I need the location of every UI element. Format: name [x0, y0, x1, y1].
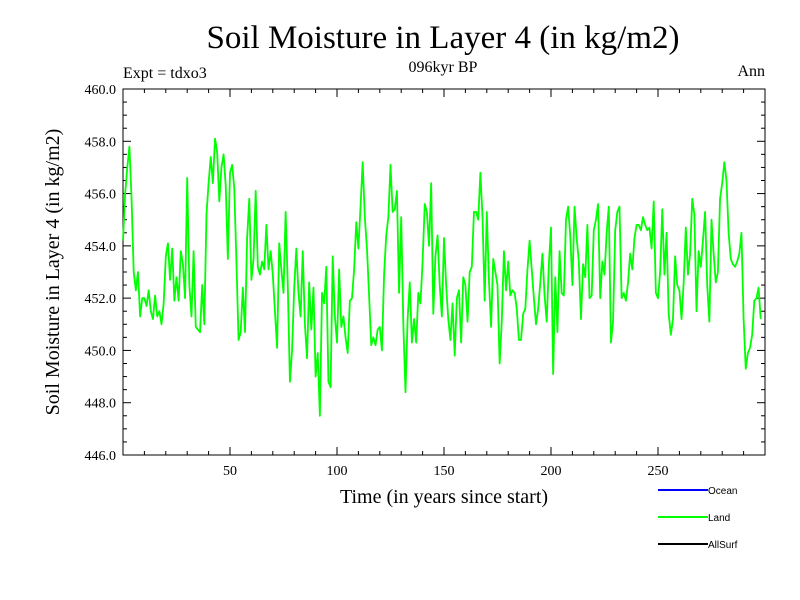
y-tick-label: 448.0 [85, 397, 117, 412]
x-axis-tick-labels: 50 100 150 200 250 [223, 464, 669, 479]
x-tick-label: 200 [541, 464, 562, 479]
chart-title: Soil Moisture in Layer 4 (in kg/m2) [207, 20, 680, 56]
series-layer [122, 137, 762, 417]
y-tick-label: 446.0 [85, 449, 117, 464]
y-tick-label: 460.0 [85, 83, 117, 98]
y-tick-label: 458.0 [85, 135, 117, 150]
legend-item-land: Land [658, 513, 730, 524]
x-tick-label: 250 [648, 464, 669, 479]
legend-item-ocean: Ocean [658, 486, 737, 497]
legend-label-land: Land [708, 513, 730, 524]
legend-label-allsurf: AllSurf [708, 540, 738, 551]
legend-item-allsurf: AllSurf [658, 540, 738, 551]
series-line-land [122, 137, 762, 417]
period-label: Ann [737, 63, 765, 80]
experiment-label: Expt = tdxo3 [123, 65, 207, 82]
legend-label-ocean: Ocean [708, 486, 737, 497]
plot-frame [122, 88, 766, 456]
chart-subtitle: 096kyr BP [409, 59, 478, 76]
y-tick-label: 450.0 [85, 344, 117, 359]
y-tick-label: 452.0 [85, 292, 117, 307]
y-tick-label: 454.0 [85, 240, 117, 255]
x-tick-label: 50 [223, 464, 237, 479]
y-axis-tick-labels: 446.0 448.0 450.0 452.0 454.0 456.0 458.0 460.0 [85, 83, 117, 464]
x-tick-label: 100 [327, 464, 348, 479]
x-tick-label: 150 [434, 464, 455, 479]
legend: Ocean Land AllSurf [658, 486, 738, 551]
x-axis-label: Time (in years since start) [340, 486, 548, 508]
axis-ticks [123, 89, 765, 455]
y-axis-label: Soil Moisture in Layer 4 (in kg/m2) [42, 129, 64, 416]
y-tick-label: 456.0 [85, 188, 117, 203]
